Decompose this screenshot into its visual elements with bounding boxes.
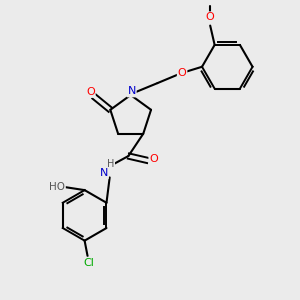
Text: O: O [206, 12, 214, 22]
Text: Cl: Cl [84, 258, 94, 268]
Text: N: N [100, 168, 108, 178]
Text: H: H [107, 159, 114, 169]
Text: O: O [86, 87, 95, 97]
Text: O: O [149, 154, 158, 164]
Text: O: O [178, 68, 187, 78]
Text: HO: HO [49, 182, 65, 192]
Text: N: N [128, 86, 136, 96]
